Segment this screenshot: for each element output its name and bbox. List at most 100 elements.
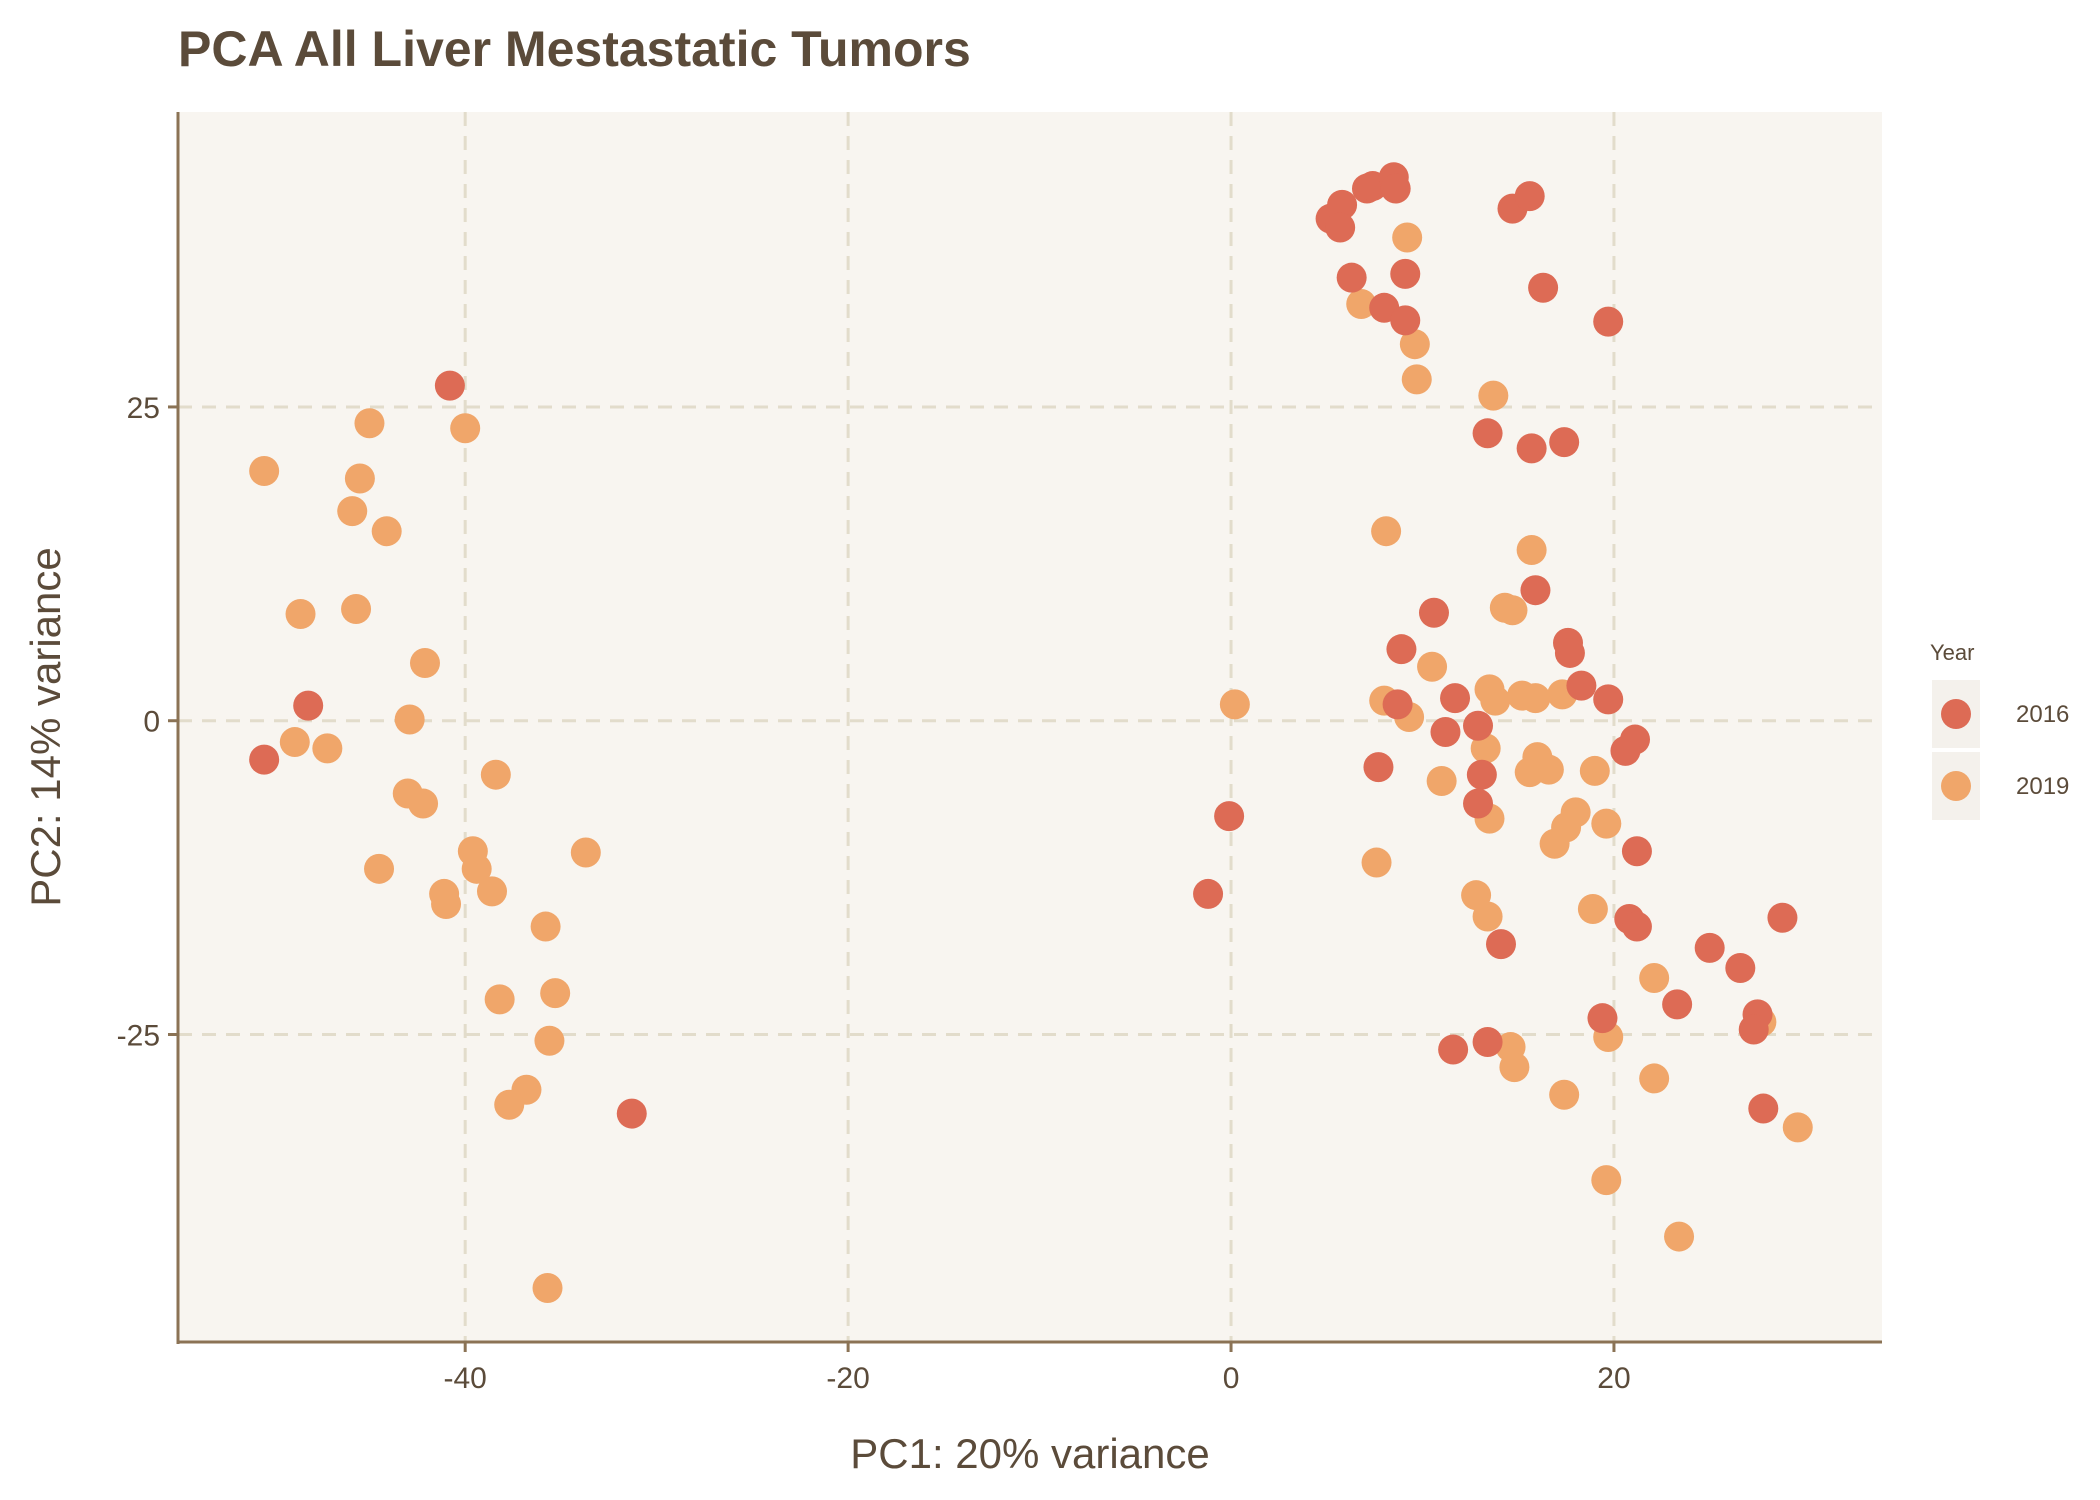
point-2019 [1497, 595, 1528, 626]
point-2019 [1417, 651, 1448, 682]
point-2016 [293, 690, 324, 721]
point-2019 [494, 1089, 525, 1120]
point-2016 [1327, 189, 1358, 220]
point-2016 [1694, 932, 1725, 963]
point-2019 [1639, 1063, 1670, 1094]
point-2019 [476, 876, 507, 907]
point-2019 [249, 455, 280, 486]
point-2019 [540, 978, 571, 1009]
point-2016 [1748, 1093, 1779, 1124]
legend-marker-2016 [1941, 699, 1971, 729]
point-2019 [1499, 1052, 1530, 1083]
point-2019 [534, 1025, 565, 1056]
point-2016 [434, 370, 465, 401]
point-2019 [408, 788, 439, 819]
point-2019 [1591, 1165, 1622, 1196]
point-2019 [1577, 893, 1608, 924]
x-tick-label: -40 [444, 1362, 487, 1395]
point-2019 [1516, 535, 1547, 566]
point-2019 [312, 733, 343, 764]
point-2016 [1485, 929, 1516, 960]
point-2016 [1738, 1014, 1769, 1045]
x-axis-title: PC1: 20% variance [850, 1430, 1210, 1477]
point-2019 [1480, 685, 1511, 716]
point-2019 [1371, 516, 1402, 547]
point-2016 [1593, 306, 1624, 337]
point-2019 [337, 496, 368, 527]
point-2016 [1418, 597, 1449, 628]
point-2016 [1214, 801, 1245, 832]
plot-panel [178, 112, 1882, 1342]
point-2016 [1554, 637, 1585, 668]
point-2019 [1520, 683, 1551, 714]
point-2016 [1662, 989, 1693, 1020]
point-2016 [1514, 181, 1545, 212]
point-2016 [1767, 902, 1798, 933]
point-2016 [1325, 212, 1356, 243]
point-2016 [1466, 759, 1497, 790]
point-2019 [1549, 1079, 1580, 1110]
point-2019 [1782, 1112, 1813, 1143]
y-axis-title: PC2: 14% variance [22, 547, 69, 907]
point-2019 [341, 594, 372, 625]
point-2019 [1401, 364, 1432, 395]
point-2016 [1621, 836, 1652, 867]
point-2016 [1440, 683, 1471, 714]
y-tick-label: -25 [117, 1020, 160, 1053]
point-2019 [1539, 828, 1570, 859]
point-2016 [1528, 272, 1559, 303]
point-2016 [1363, 752, 1394, 783]
point-2016 [1566, 670, 1597, 701]
point-2019 [1392, 222, 1423, 253]
point-2016 [1336, 262, 1367, 293]
data-points [249, 162, 1813, 1304]
legend-marker-2019 [1941, 771, 1971, 801]
point-2019 [1361, 847, 1392, 878]
point-2019 [1639, 963, 1670, 994]
point-2016 [1472, 1027, 1503, 1058]
point-2019 [354, 408, 385, 439]
point-2019 [450, 413, 481, 444]
point-2019 [484, 984, 515, 1015]
x-tick-label: -20 [826, 1362, 869, 1395]
point-2019 [371, 516, 402, 547]
point-2019 [1426, 765, 1457, 796]
point-2016 [1390, 258, 1421, 289]
point-2016 [1610, 735, 1641, 766]
point-2016 [1587, 1003, 1618, 1034]
legend: Year 2016 2019 [1930, 640, 2069, 820]
point-2019 [570, 837, 601, 868]
point-2016 [1386, 634, 1417, 665]
point-2019 [530, 911, 561, 942]
point-2019 [1399, 329, 1430, 360]
point-2016 [1520, 575, 1551, 606]
point-2016 [1193, 878, 1224, 909]
point-2019 [394, 704, 425, 735]
chart-title: PCA All Liver Mestastatic Tumors [178, 21, 971, 77]
legend-title: Year [1930, 640, 1974, 665]
point-2016 [1621, 911, 1652, 942]
point-2019 [1472, 901, 1503, 932]
point-2016 [1516, 433, 1547, 464]
point-2019 [1346, 289, 1377, 320]
x-tick-label: 0 [1223, 1362, 1240, 1395]
point-2016 [616, 1098, 647, 1129]
point-2019 [1219, 689, 1250, 720]
point-2016 [1438, 1034, 1469, 1065]
point-2016 [249, 744, 280, 775]
point-2019 [532, 1273, 563, 1304]
legend-label-2016: 2016 [2016, 701, 2069, 728]
point-2016 [1463, 710, 1494, 741]
point-2019 [285, 599, 316, 630]
axis-ticks: -40 -20 0 20 -25 0 25 [117, 392, 1631, 1395]
point-2019 [1533, 754, 1564, 785]
x-tick-label: 20 [1597, 1362, 1630, 1395]
point-2019 [364, 853, 395, 884]
point-2016 [1593, 684, 1624, 715]
legend-label-2019: 2019 [2016, 773, 2069, 800]
point-2019 [1470, 733, 1501, 764]
y-tick-label: 0 [143, 706, 160, 739]
point-2019 [461, 853, 492, 884]
point-2019 [1478, 380, 1509, 411]
point-2019 [480, 759, 511, 790]
